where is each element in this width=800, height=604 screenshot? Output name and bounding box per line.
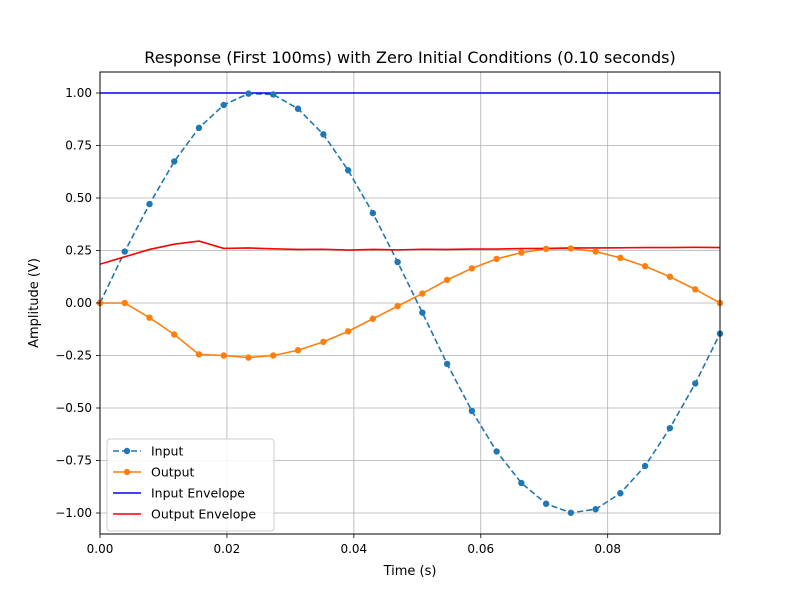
y-axis-label: Amplitude (V) <box>27 258 42 348</box>
y-tick-label: 0.50 <box>65 191 92 205</box>
output-point <box>369 315 377 322</box>
output-point <box>245 354 252 361</box>
input-point <box>443 360 451 368</box>
output-point <box>220 352 227 359</box>
output-point <box>195 351 203 358</box>
input-point <box>171 158 178 165</box>
input-point <box>394 258 401 266</box>
input-point <box>344 167 352 174</box>
input-series-line <box>100 92 720 514</box>
output-point <box>146 314 153 321</box>
y-axis-ticks: −1.00 −0.75 −0.50 −0.25 0.00 0.25 0.50 0.75 1.00 <box>55 86 100 520</box>
output-point <box>542 245 550 253</box>
output-point <box>171 331 178 338</box>
input-point <box>369 209 377 217</box>
y-tick-label: −0.50 <box>55 401 92 415</box>
legend-label-output: Output <box>151 465 195 480</box>
legend-marker-output <box>123 468 131 476</box>
input-point <box>468 407 476 415</box>
y-tick-label: −0.75 <box>55 454 92 468</box>
input-point <box>419 309 426 316</box>
input-point <box>220 101 227 109</box>
y-tick-label: 0.00 <box>65 296 92 310</box>
output-envelope-series-line <box>100 240 720 265</box>
input-point <box>592 506 599 513</box>
input-point <box>146 200 153 208</box>
output-point <box>641 263 649 270</box>
input-point <box>270 91 277 98</box>
legend-box <box>106 438 275 532</box>
x-tick-label: 0.06 <box>467 542 494 556</box>
input-point <box>518 479 525 487</box>
output-point <box>493 255 500 263</box>
input-point <box>320 131 327 138</box>
input-point <box>666 424 674 432</box>
legend-label-input-envelope: Input Envelope <box>151 486 245 501</box>
output-point <box>419 290 426 297</box>
x-tick-label: 0.02 <box>214 542 241 556</box>
output-point <box>121 299 128 307</box>
input-point <box>121 248 128 255</box>
x-axis-ticks: 0.00 0.02 0.04 0.06 0.08 <box>87 534 621 556</box>
input-point <box>195 124 203 132</box>
legend-label-input: Input <box>151 444 183 459</box>
output-point <box>692 286 699 293</box>
legend-label-output-envelope: Output Envelope <box>151 507 256 522</box>
output-point <box>394 302 401 310</box>
legend-marker-input <box>123 447 131 455</box>
output-point <box>518 249 525 256</box>
marker-layer <box>96 90 724 516</box>
input-point <box>245 90 252 97</box>
input-point <box>542 500 550 507</box>
y-tick-label: 0.25 <box>65 244 92 258</box>
input-point <box>617 490 624 497</box>
y-tick-label: 0.75 <box>65 139 92 153</box>
input-point <box>294 105 302 112</box>
input-point <box>567 509 575 516</box>
x-axis-label: Time (s) <box>383 564 437 579</box>
y-tick-label: 1.00 <box>65 86 92 100</box>
series-layer <box>100 92 720 514</box>
y-tick-label: −0.25 <box>55 349 92 363</box>
x-tick-label: 0.04 <box>340 542 367 556</box>
output-point <box>592 248 599 255</box>
chart-title: Response (First 100ms) with Zero Initial… <box>144 48 675 67</box>
output-point <box>344 328 352 335</box>
output-point <box>468 265 476 272</box>
output-point <box>617 254 624 262</box>
output-point <box>270 352 277 359</box>
output-point <box>320 338 327 346</box>
input-point <box>641 462 649 470</box>
input-point <box>493 448 500 455</box>
x-tick-label: 0.08 <box>594 542 621 556</box>
output-point <box>294 347 302 354</box>
y-tick-label: −1.00 <box>55 506 92 520</box>
output-point <box>567 245 575 252</box>
input-point <box>692 380 699 387</box>
output-series-line <box>100 247 720 359</box>
output-point <box>666 273 674 280</box>
x-tick-label: 0.00 <box>87 542 114 556</box>
output-point <box>443 276 451 284</box>
legend: Input Output Input Envelope Output Envelope <box>106 438 275 532</box>
